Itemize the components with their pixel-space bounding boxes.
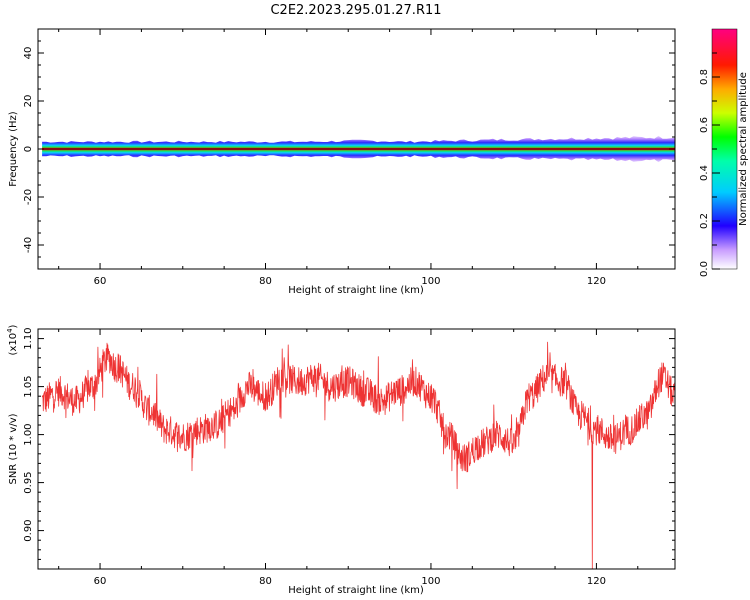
y-tick-label: -20 bbox=[23, 189, 34, 205]
snr-scale-factor: (x104) bbox=[6, 324, 19, 355]
spectrogram-ticks: 60 80 100 120 -40 -20 0 20 40 bbox=[23, 28, 675, 287]
colorbar-tick-label: 0.2 bbox=[699, 213, 710, 229]
colorbar-tick-label: 0.8 bbox=[699, 69, 710, 85]
snr-panel: 60 80 100 120 0.90 0.95 1.00 1.05 1.10 Height of… bbox=[6, 324, 676, 596]
y-tick-label: 40 bbox=[23, 47, 34, 60]
x-tick-label: 120 bbox=[587, 576, 606, 587]
svg-text:(x104): (x104) bbox=[6, 324, 19, 355]
y-tick-label: -40 bbox=[23, 237, 34, 253]
colorbar-tick-label: 0.4 bbox=[699, 165, 710, 181]
spectrogram-panel: 60 80 100 120 -40 -20 0 20 40 Height of straight… bbox=[8, 28, 676, 296]
spectrogram-y-axis-label: Frequency (Hz) bbox=[8, 111, 19, 187]
spectrogram-x-axis-label: Height of straight line (km) bbox=[288, 285, 424, 296]
colorbar-tick-label: 0.0 bbox=[699, 261, 710, 277]
snr-scale-exponent: 4 bbox=[6, 328, 14, 333]
y-tick-label: 0 bbox=[23, 146, 34, 152]
snr-series-line bbox=[41, 341, 675, 569]
x-tick-label: 80 bbox=[259, 276, 272, 287]
x-tick-label: 60 bbox=[94, 576, 107, 587]
y-tick-label: 20 bbox=[23, 95, 34, 108]
snr-ticks: 60 80 100 120 0.90 0.95 1.00 1.05 1.10 bbox=[23, 327, 675, 587]
snr-scale-prefix: (x10 bbox=[8, 333, 19, 356]
y-tick-label: 1.00 bbox=[23, 423, 34, 445]
x-tick-label: 60 bbox=[94, 276, 107, 287]
x-tick-label: 80 bbox=[259, 576, 272, 587]
colorbar-label: Normalized spectral amplitude bbox=[738, 72, 749, 226]
y-tick-label: 1.10 bbox=[23, 327, 34, 349]
colorbar: 0.0 0.2 0.4 0.6 0.8 Normalized spectral ampl… bbox=[699, 28, 749, 277]
y-tick-label: 0.95 bbox=[23, 471, 34, 493]
figure-title: C2E2.2023.295.01.27.R11 bbox=[270, 3, 441, 18]
colorbar-ticks: 0.0 0.2 0.4 0.6 0.8 bbox=[699, 52, 720, 277]
x-tick-label: 100 bbox=[421, 576, 440, 587]
x-tick-label: 100 bbox=[421, 276, 440, 287]
colorbar-tick-label: 0.6 bbox=[699, 117, 710, 133]
y-tick-label: 1.05 bbox=[23, 375, 34, 397]
snr-y-axis-label: SNR (10 * v/v) bbox=[8, 413, 19, 484]
snr-frame bbox=[37, 328, 676, 570]
x-tick-label: 120 bbox=[587, 276, 606, 287]
y-tick-label: 0.90 bbox=[23, 519, 34, 541]
snr-scale-suffix: ) bbox=[8, 324, 19, 328]
snr-x-axis-label: Height of straight line (km) bbox=[288, 585, 424, 596]
